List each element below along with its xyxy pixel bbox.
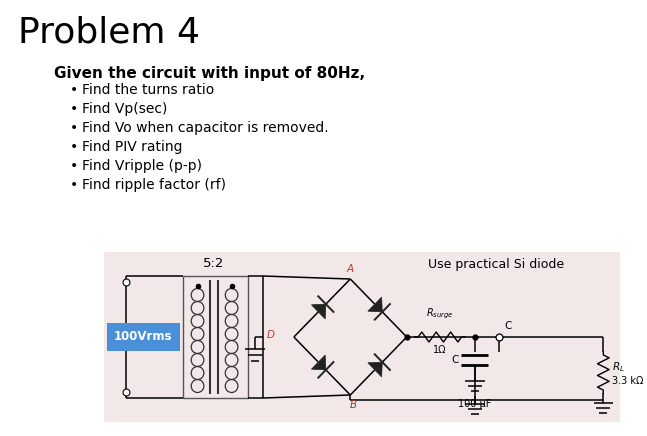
Text: 5:2: 5:2 bbox=[203, 257, 225, 270]
Polygon shape bbox=[368, 362, 382, 377]
FancyBboxPatch shape bbox=[107, 323, 180, 351]
Text: Find ripple factor (rf): Find ripple factor (rf) bbox=[82, 178, 226, 192]
Text: •: • bbox=[70, 102, 78, 116]
Text: •: • bbox=[70, 159, 78, 173]
Text: $R_L$: $R_L$ bbox=[612, 361, 625, 375]
Text: 3.3 kΩ: 3.3 kΩ bbox=[612, 375, 643, 385]
Text: Find Vripple (p-p): Find Vripple (p-p) bbox=[82, 159, 202, 173]
Bar bbox=[104, 252, 620, 422]
Polygon shape bbox=[311, 355, 326, 370]
Text: Problem 4: Problem 4 bbox=[17, 16, 199, 50]
Text: $R_{surge}$: $R_{surge}$ bbox=[426, 307, 454, 321]
Text: Find Vp(sec): Find Vp(sec) bbox=[82, 102, 167, 116]
Text: Find Vo when capacitor is removed.: Find Vo when capacitor is removed. bbox=[82, 121, 329, 135]
Text: 1Ω: 1Ω bbox=[433, 345, 446, 355]
Text: C: C bbox=[451, 355, 458, 365]
Text: •: • bbox=[70, 178, 78, 192]
Polygon shape bbox=[368, 297, 382, 312]
Text: D: D bbox=[267, 330, 274, 340]
Bar bbox=[183, 276, 248, 398]
Text: •: • bbox=[70, 121, 78, 135]
Text: B: B bbox=[349, 400, 356, 410]
Text: Given the circuit with input of 80Hz,: Given the circuit with input of 80Hz, bbox=[54, 66, 365, 81]
Text: •: • bbox=[70, 83, 78, 97]
Text: Find PIV rating: Find PIV rating bbox=[82, 140, 182, 154]
Text: 100Vrms: 100Vrms bbox=[114, 330, 172, 344]
Polygon shape bbox=[311, 304, 326, 319]
Text: C: C bbox=[504, 321, 511, 331]
Text: •: • bbox=[70, 140, 78, 154]
Text: Find the turns ratio: Find the turns ratio bbox=[82, 83, 214, 97]
Text: Use practical Si diode: Use practical Si diode bbox=[428, 258, 564, 271]
Text: A: A bbox=[347, 264, 354, 274]
Text: 100 μF: 100 μF bbox=[458, 399, 492, 409]
